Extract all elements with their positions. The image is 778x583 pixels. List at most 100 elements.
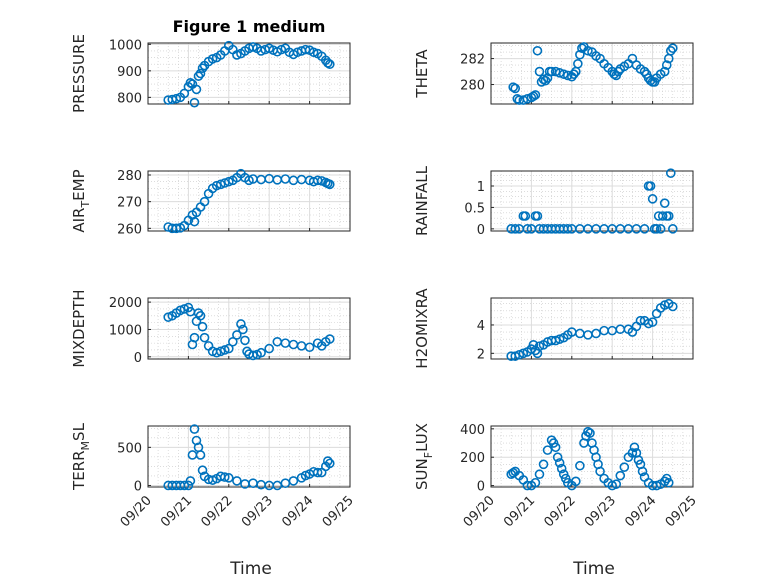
data-point [651,224,662,234]
data-point [219,345,230,355]
data-point [195,68,206,79]
data-point [322,58,333,68]
data-point [219,178,230,188]
data-point [647,317,658,327]
data-point [540,75,551,86]
data-point [236,319,246,329]
data-point [191,84,202,95]
subplot-title: Figure 1 medium [173,17,326,36]
subplot-mixdepth: 0 1000 2000 MIXDEPTH [70,289,351,368]
data-point [569,69,579,79]
axes-box [490,297,694,360]
data-point [522,224,533,234]
data-point [508,82,519,92]
data-point [528,340,539,350]
y-axis-label: RAINFALL [413,165,431,236]
axes-box [490,42,694,105]
data-point [645,75,656,86]
data-point [312,467,323,478]
data-point [663,477,674,488]
subplot-h2omixra: 2 4 H2OMIXRA [413,288,694,369]
data-point [659,66,670,77]
data-point [244,175,254,186]
data-point [292,47,303,58]
y-tick-label: 200 [460,451,485,466]
data-point [585,428,595,438]
data-point [558,69,569,79]
data-point [175,305,186,316]
subplot-air-temp: 260 270 280 AIRTEMP [70,168,351,237]
data-point [189,216,200,227]
y-tick-label: 260 [117,222,142,237]
data-point [228,336,238,347]
subplot-pressure: 800 900 1000 PRESSURE Figure 1 medium [70,17,351,113]
data-point [591,328,601,339]
y-tick-label: 270 [117,196,142,211]
data-point [248,350,258,361]
axes-box [147,297,351,360]
y-axis-label: THETA [413,49,431,99]
data-point [183,480,194,491]
y-tick-label: 500 [117,441,142,456]
data-point [304,342,315,353]
data-point [637,466,648,477]
data-point [534,469,545,480]
y-axis-label: H2OMIXRA [413,288,431,369]
data-point [232,50,242,60]
data-point [215,179,226,190]
data-point [324,458,335,469]
data-point [571,476,581,487]
data-point [542,445,553,455]
y-tick-label: 4 [477,319,485,334]
y-axis-label: AIRTEMP [70,169,92,232]
data-point [556,463,567,474]
data-point [528,91,539,102]
data-point [532,45,543,56]
axes-box [490,425,694,488]
axes-box [147,170,351,232]
data-point [538,74,549,85]
y-tick-label: 0 [134,479,142,494]
data-point [238,324,248,335]
y-tick-label: 0.5 [464,201,485,216]
data-point [595,466,605,477]
data-point [308,47,319,58]
y-tick-label: 1000 [109,323,142,338]
data-point [554,68,565,78]
data-point [575,460,585,471]
data-point [179,88,190,99]
data-point [185,476,196,486]
data-point [550,66,561,77]
data-point [179,480,190,491]
data-point [657,211,668,221]
data-point [322,456,333,466]
data-point [215,346,226,357]
data-point [324,179,335,190]
data-point [562,70,573,81]
data-point [530,477,541,488]
data-point [171,223,182,234]
data-point [522,94,533,104]
data-point [510,224,521,234]
y-tick-label: 280 [117,169,142,184]
y-tick-label: 1 [477,180,485,195]
data-point [665,168,676,178]
y-axis-label: SUNFLUX [413,423,435,490]
data-point [199,196,210,207]
data-point [647,194,658,204]
data-point [197,465,208,476]
data-point [288,476,299,486]
y-tick-label: 400 [460,423,485,438]
data-point [639,224,650,234]
data-point [276,44,287,55]
data-point [655,224,666,234]
data-point [199,332,210,343]
y-tick-label: 1000 [109,38,142,53]
data-point [665,45,676,56]
data-point [629,442,640,453]
data-point [667,43,678,53]
x-label-left: Time [229,559,272,579]
data-point [232,330,242,340]
data-point [189,332,200,343]
data-point [577,43,587,53]
